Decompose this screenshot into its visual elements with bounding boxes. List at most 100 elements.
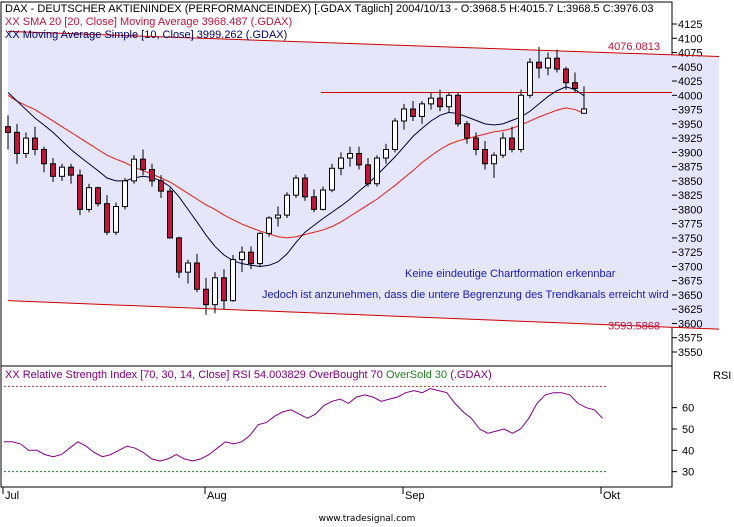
candle-body-down <box>509 137 515 150</box>
price-tick-label: 3750 <box>678 233 702 245</box>
candle-body-up <box>338 157 344 169</box>
footer-credit: www.tradesignal.com <box>318 514 416 524</box>
candle <box>365 158 371 187</box>
candle <box>446 92 452 113</box>
candle <box>194 253 200 293</box>
candle-body-down <box>41 148 47 165</box>
price-tick-label: 4025 <box>678 76 702 88</box>
candle <box>473 132 479 156</box>
candle <box>311 189 317 213</box>
rsi-label: XX Relative Strength Index [70, 30, 14, … <box>5 369 383 381</box>
price-tick-label: 4100 <box>678 33 702 45</box>
candle-body-down <box>356 152 362 166</box>
price-tick-label: 3975 <box>678 105 702 117</box>
candle <box>14 123 20 164</box>
candle <box>347 146 353 167</box>
candle <box>509 126 515 153</box>
candle <box>374 155 380 187</box>
candle-body-up <box>185 262 191 273</box>
upper-trend-line <box>7 30 720 58</box>
candle <box>50 158 56 183</box>
candle <box>401 103 407 130</box>
price-tick-label: 3875 <box>678 162 702 174</box>
candle <box>392 118 398 153</box>
candle-body-up <box>320 189 326 210</box>
rsi-oversold-label: OverSold 30 <box>385 369 448 381</box>
time-tick-label: Sep <box>405 490 425 502</box>
price-tick-label: 3725 <box>678 247 702 259</box>
candle <box>284 192 290 218</box>
candle-body-down <box>77 174 83 210</box>
candle <box>203 277 209 315</box>
candle <box>554 49 560 73</box>
candle-body-up <box>59 166 65 177</box>
candle-body-down <box>473 137 479 150</box>
candle <box>302 174 308 201</box>
sma20-line <box>7 94 585 239</box>
candle <box>581 86 587 114</box>
candle-body-down <box>104 203 110 233</box>
time-tick-label: Aug <box>207 490 227 502</box>
candle-body-down <box>482 148 488 165</box>
rsi-header: XX Relative Strength Index [70, 30, 14, … <box>5 369 492 382</box>
candle <box>527 58 533 99</box>
lower-trend-label: 3593.5868 <box>608 320 660 332</box>
candle-body-down <box>167 190 173 239</box>
candle <box>158 175 164 198</box>
candle-body-up <box>239 251 245 261</box>
candle <box>221 269 227 310</box>
candle-body-down <box>50 163 56 177</box>
candle-body-down <box>365 164 371 185</box>
candle-body-up <box>545 57 551 69</box>
candle <box>212 272 218 314</box>
candle-body-up <box>374 157 380 185</box>
candle-body-up <box>518 94 524 150</box>
candle <box>113 202 119 236</box>
price-tick-label: 3575 <box>678 333 702 345</box>
candle-body-up <box>392 120 398 150</box>
candle <box>563 66 569 90</box>
candle-body-up <box>347 152 353 159</box>
candle-body-up <box>257 232 263 265</box>
candle <box>482 140 488 170</box>
candle <box>491 152 497 179</box>
candle-body-down <box>194 262 200 290</box>
candle <box>41 146 47 173</box>
time-tick-label: Jul <box>5 490 19 502</box>
candle-body-down <box>302 177 308 198</box>
candle <box>455 92 461 127</box>
candle <box>248 246 254 270</box>
rsi-tick-label: 30 <box>682 467 694 479</box>
candle-body-up <box>446 94 452 108</box>
candle-body-down <box>410 108 416 117</box>
price-tick-label: 3900 <box>678 147 702 159</box>
candle <box>545 52 551 76</box>
price-tick-label: 4000 <box>678 90 702 102</box>
rsi-tick-label: 50 <box>682 424 694 436</box>
candle <box>293 175 299 198</box>
price-tick-label: 4075 <box>678 48 702 60</box>
candle <box>275 206 281 227</box>
candle <box>239 246 245 273</box>
annotation-line-2: Jedoch ist anzunehmen, dass die untere B… <box>262 289 669 301</box>
candle <box>167 187 173 239</box>
candle-body-up <box>383 148 389 159</box>
candle <box>185 259 191 284</box>
trend-channel-fill <box>8 31 719 330</box>
candle-body-down <box>14 131 20 154</box>
candle <box>140 149 146 176</box>
upper-trend-label: 4076.0813 <box>608 41 660 53</box>
candle-body-down <box>32 137 38 150</box>
price-tick-label: 3650 <box>678 290 702 302</box>
time-tick-label: Okt <box>603 490 620 502</box>
candle-body-down <box>68 166 74 176</box>
rsi-line <box>4 387 603 462</box>
annotation-line-1: Keine eindeutige Chartformation erkennba… <box>405 268 616 280</box>
candle <box>320 186 326 211</box>
candle <box>572 72 578 93</box>
candle-body-down <box>95 187 101 205</box>
candle-body-down <box>248 251 254 265</box>
price-tick-label: 4125 <box>678 19 702 31</box>
price-tick-label: 3700 <box>678 261 702 273</box>
candle <box>437 89 443 112</box>
